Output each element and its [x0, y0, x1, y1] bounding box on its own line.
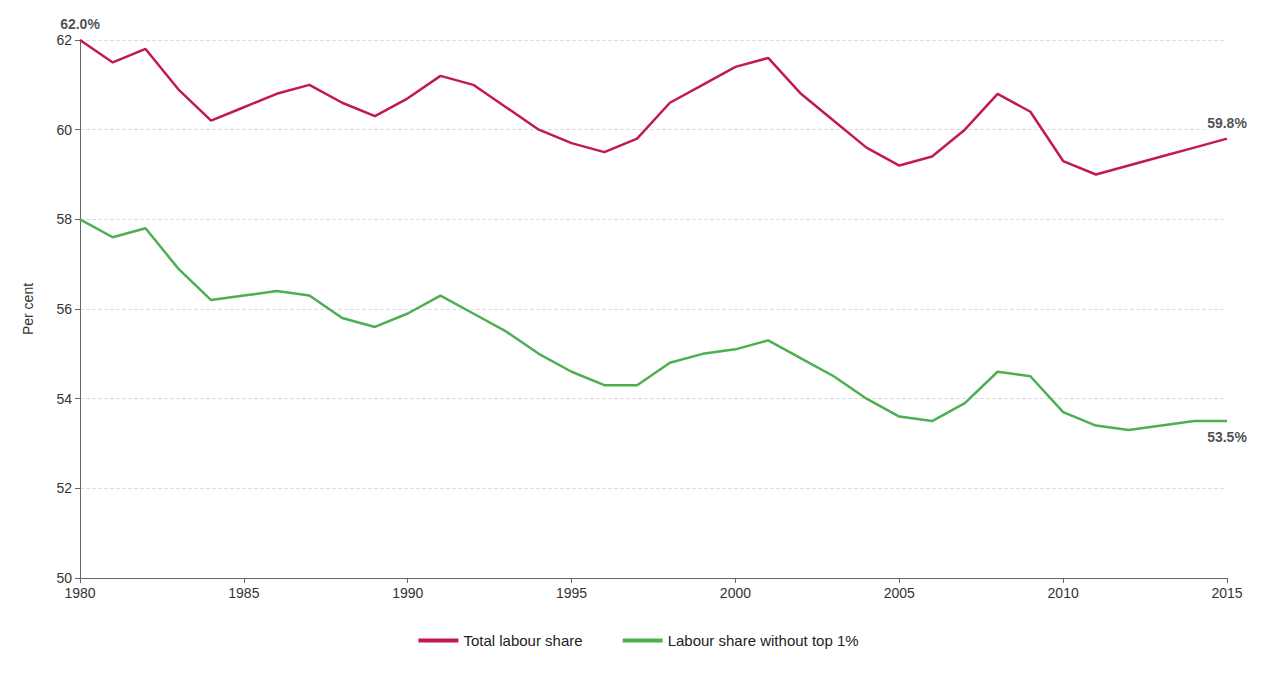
- svg-text:59.8%: 59.8%: [1207, 115, 1247, 131]
- svg-text:53.5%: 53.5%: [1207, 429, 1247, 445]
- svg-text:1995: 1995: [556, 585, 587, 601]
- svg-text:1990: 1990: [392, 585, 423, 601]
- svg-text:50: 50: [56, 570, 72, 586]
- svg-text:54: 54: [56, 391, 72, 407]
- svg-text:62: 62: [56, 32, 72, 48]
- svg-text:60: 60: [56, 122, 72, 138]
- svg-text:2010: 2010: [1048, 585, 1079, 601]
- svg-text:Total labour share: Total labour share: [463, 632, 582, 649]
- svg-text:2005: 2005: [884, 585, 915, 601]
- svg-text:1980: 1980: [64, 585, 95, 601]
- svg-text:62.0%: 62.0%: [60, 16, 100, 32]
- svg-text:2000: 2000: [720, 585, 751, 601]
- svg-text:2015: 2015: [1211, 585, 1242, 601]
- svg-text:52: 52: [56, 480, 72, 496]
- svg-text:Labour share without top 1%: Labour share without top 1%: [668, 632, 859, 649]
- svg-text:1985: 1985: [228, 585, 259, 601]
- svg-text:Per cent: Per cent: [20, 283, 36, 335]
- svg-text:56: 56: [56, 301, 72, 317]
- svg-text:58: 58: [56, 211, 72, 227]
